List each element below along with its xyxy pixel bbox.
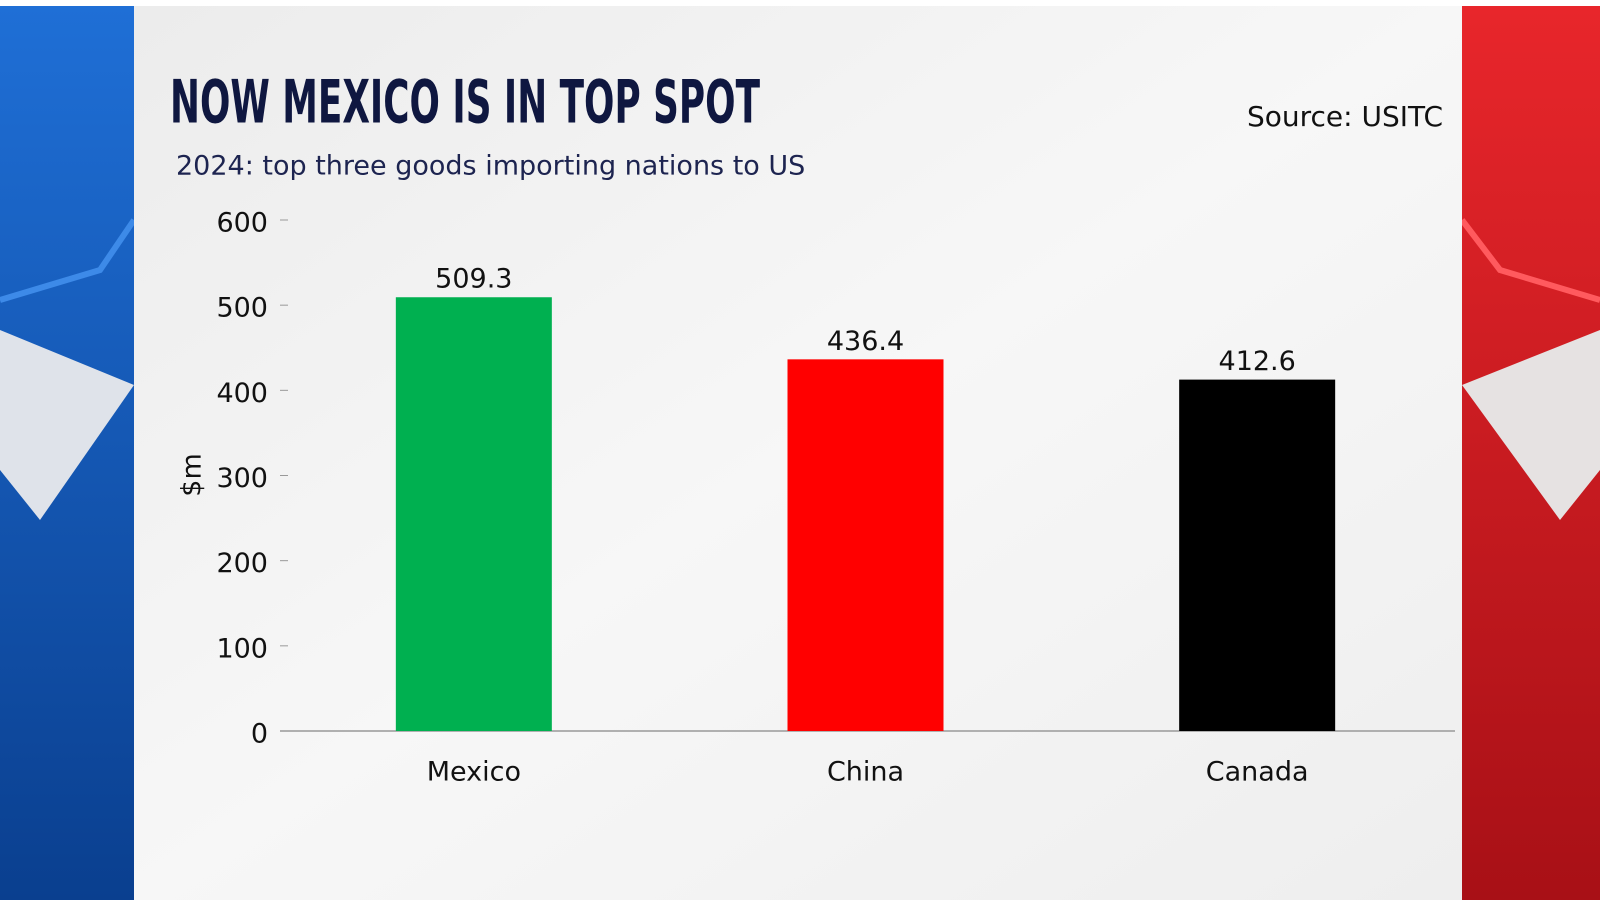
y-tick-label: 500 (216, 293, 268, 324)
y-tick-label: 100 (216, 633, 268, 664)
bar (395, 297, 552, 731)
bar (1179, 379, 1336, 731)
right-star (1462, 330, 1600, 520)
y-tick-label: 0 (251, 719, 268, 750)
source: Source: USITC (1247, 100, 1443, 133)
x-tick-label: Mexico (427, 757, 521, 788)
y-tick-label: 200 (216, 548, 268, 579)
left-star (0, 330, 134, 520)
chart-subtitle: 2024: top three goods importing nations … (176, 151, 805, 182)
y-tick-label: 300 (216, 463, 268, 494)
x-tick-label: China (827, 757, 904, 788)
y-tick-label: 400 (216, 378, 268, 409)
right-stripe (1459, 218, 1600, 303)
x-tick-label: Canada (1206, 757, 1309, 788)
chart-title: NOW MEXICO IS IN TOP SPOT (170, 68, 760, 138)
bar (787, 359, 944, 731)
y-axis-label: $m (177, 453, 208, 496)
value-label: 412.6 (1219, 346, 1296, 377)
y-tick-label: 600 (216, 208, 268, 239)
value-label: 509.3 (435, 264, 512, 295)
left-stripe (0, 218, 137, 303)
value-label: 436.4 (827, 326, 904, 357)
